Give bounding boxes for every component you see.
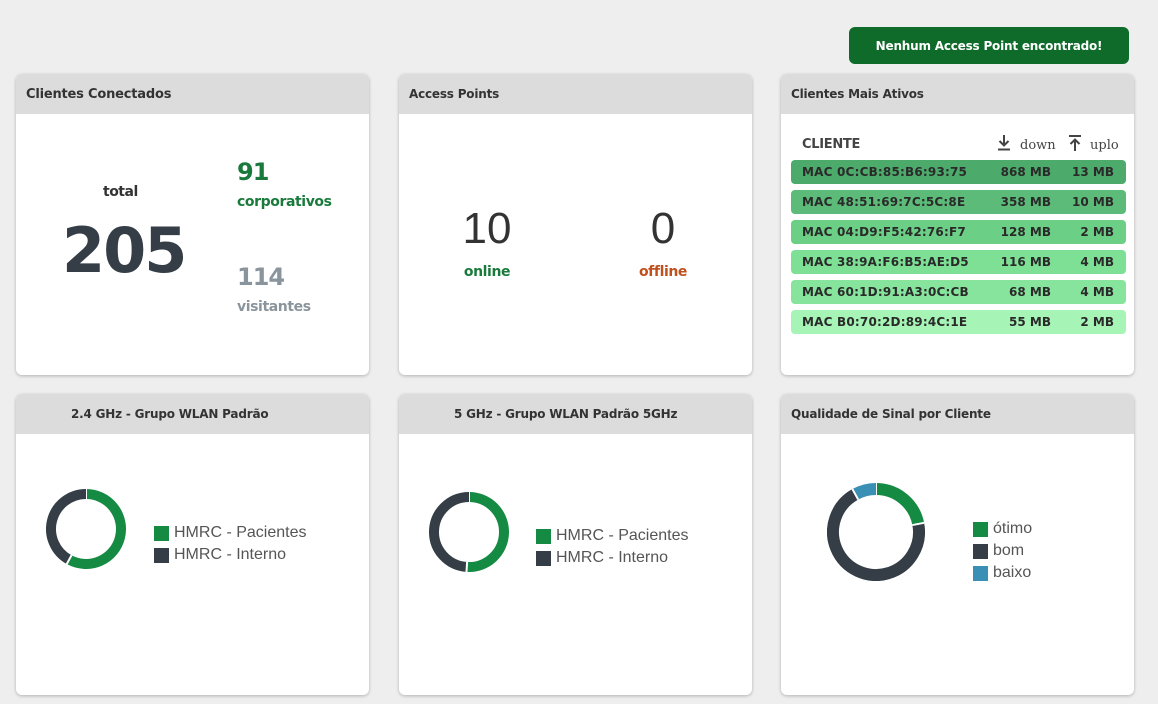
visitantes-label: visitantes [237, 299, 311, 315]
client-mac: MAC 60:1D:91:A3:0C:CB [802, 285, 969, 299]
wlan-5ghz-title: 5 GHz - Grupo WLAN Padrão 5GHz [399, 394, 752, 434]
donut-slice-hmrc-interno [429, 492, 470, 572]
client-download: 116 MB [1000, 255, 1051, 269]
visitantes-value: 114 [237, 263, 285, 291]
active-client-row: MAC 48:51:69:7C:5C:8E 358 MB 10 MB [791, 190, 1126, 214]
download-icon [998, 135, 1010, 151]
legend-label-bom: bom [993, 542, 1025, 559]
clientes-conectados-card: Clientes Conectados total 205 91 corpora… [16, 74, 369, 375]
donut-slice-separator [912, 521, 925, 527]
donut-slice-hmrc-pacientes [66, 489, 126, 569]
legend-swatch [973, 521, 988, 537]
active-client-row: MAC 60:1D:91:A3:0C:CB 68 MB 4 MB [791, 280, 1126, 304]
legend-item-pacientes: HMRC - Pacientes [154, 522, 306, 544]
online-count: 10 [462, 204, 512, 253]
donut-slice--timo [875, 483, 925, 526]
clientes-conectados-title: Clientes Conectados [16, 74, 369, 114]
legend-item-interno: HMRC - Interno [154, 544, 306, 566]
client-upload: 4 MB [1080, 285, 1114, 299]
wlan-24ghz-donut-chart [46, 489, 126, 569]
wlan-24ghz-card: 2.4 GHz - Grupo WLAN Padrão HMRC - Pacie… [16, 394, 369, 695]
client-upload: 2 MB [1080, 315, 1114, 329]
donut-slice-separator [465, 561, 469, 572]
legend-label-pacientes: HMRC - Pacientes [174, 524, 307, 541]
donut-slice-bom [827, 489, 925, 581]
client-download: 868 MB [1000, 165, 1051, 179]
online-label: online [463, 264, 511, 280]
donut-slice-separator [65, 554, 73, 565]
wlan-24ghz-title: 2.4 GHz - Grupo WLAN Padrão [16, 394, 369, 434]
client-download: 358 MB [1000, 195, 1051, 209]
active-client-row: MAC 0C:CB:85:B6:93:75 868 MB 13 MB [791, 160, 1126, 184]
qualidade-sinal-donut-chart [827, 483, 925, 581]
legend-swatch [154, 547, 169, 563]
wlan-5ghz-donut-chart [429, 492, 509, 572]
legend-label-baixo: baixo [993, 564, 1032, 581]
corporativos-value: 91 [237, 158, 269, 186]
upload-icon [1069, 135, 1081, 151]
wlan-5ghz-card: 5 GHz - Grupo WLAN Padrão 5GHz HMRC - Pa… [399, 394, 752, 695]
column-down: down [1020, 138, 1056, 153]
legend-label-interno: HMRC - Interno [556, 549, 669, 566]
qualidade-sinal-title: Qualidade de Sinal por Cliente [781, 394, 1134, 434]
offline-count: 0 [650, 204, 676, 253]
qualidade-sinal-legend: ótimo bom baixo [973, 518, 1032, 584]
client-mac: MAC 04:D9:F5:42:76:F7 [802, 225, 966, 239]
donut-slice-baixo [852, 483, 877, 500]
legend-swatch [973, 565, 988, 581]
qualidade-sinal-card: Qualidade de Sinal por Cliente ótimo bom… [781, 394, 1134, 695]
client-mac: MAC 38:9A:F6:B5:AE:D5 [802, 255, 969, 269]
donut-slice-hmrc-pacientes [466, 492, 509, 572]
client-upload: 10 MB [1072, 195, 1114, 209]
legend-item-bom: bom [973, 540, 1032, 562]
active-clients-table-header: CLIENTE down uplo [791, 134, 1126, 156]
active-client-row: MAC 04:D9:F5:42:76:F7 128 MB 2 MB [791, 220, 1126, 244]
legend-item-otimo: ótimo [973, 518, 1032, 540]
access-points-card: Access Points 10 online 0 offline [399, 74, 752, 375]
access-points-title: Access Points [399, 74, 752, 114]
column-cliente: CLIENTE [802, 137, 861, 152]
total-label: total [103, 184, 138, 200]
legend-item-pacientes: HMRC - Pacientes [536, 525, 688, 547]
active-client-row: MAC B0:70:2D:89:4C:1E 55 MB 2 MB [791, 310, 1126, 334]
offline-label: offline [638, 264, 688, 280]
legend-item-interno: HMRC - Interno [536, 547, 688, 569]
client-mac: MAC B0:70:2D:89:4C:1E [802, 315, 968, 329]
legend-swatch [536, 528, 551, 544]
client-download: 55 MB [1009, 315, 1051, 329]
client-mac: MAC 48:51:69:7C:5C:8E [802, 195, 966, 209]
client-download: 128 MB [1000, 225, 1051, 239]
client-mac: MAC 0C:CB:85:B6:93:75 [802, 165, 968, 179]
legend-label-interno: HMRC - Interno [174, 546, 287, 563]
legend-swatch [536, 550, 551, 566]
clientes-mais-ativos-title: Clientes Mais Ativos [781, 74, 1134, 114]
legend-swatch [973, 543, 988, 559]
client-upload: 2 MB [1080, 225, 1114, 239]
legend-item-baixo: baixo [973, 562, 1032, 584]
legend-label-pacientes: HMRC - Pacientes [556, 527, 689, 544]
client-download: 68 MB [1009, 285, 1051, 299]
clientes-mais-ativos-card: Clientes Mais Ativos CLIENTE down uplo M… [781, 74, 1134, 375]
donut-slice-separator [851, 488, 860, 501]
total-value: 205 [62, 214, 187, 287]
client-upload: 13 MB [1072, 165, 1114, 179]
legend-label-otimo: ótimo [993, 520, 1033, 537]
wlan-5ghz-legend: HMRC - Pacientes HMRC - Interno [536, 525, 688, 569]
legend-swatch [154, 525, 169, 541]
corporativos-label: corporativos [237, 194, 332, 210]
column-upload: uplo [1090, 138, 1119, 153]
client-upload: 4 MB [1080, 255, 1114, 269]
no-access-point-alert-button[interactable]: Nenhum Access Point encontrado! [849, 27, 1129, 64]
wlan-24ghz-legend: HMRC - Pacientes HMRC - Interno [154, 522, 306, 566]
active-client-row: MAC 38:9A:F6:B5:AE:D5 116 MB 4 MB [791, 250, 1126, 274]
donut-slice-hmrc-interno [46, 489, 87, 565]
